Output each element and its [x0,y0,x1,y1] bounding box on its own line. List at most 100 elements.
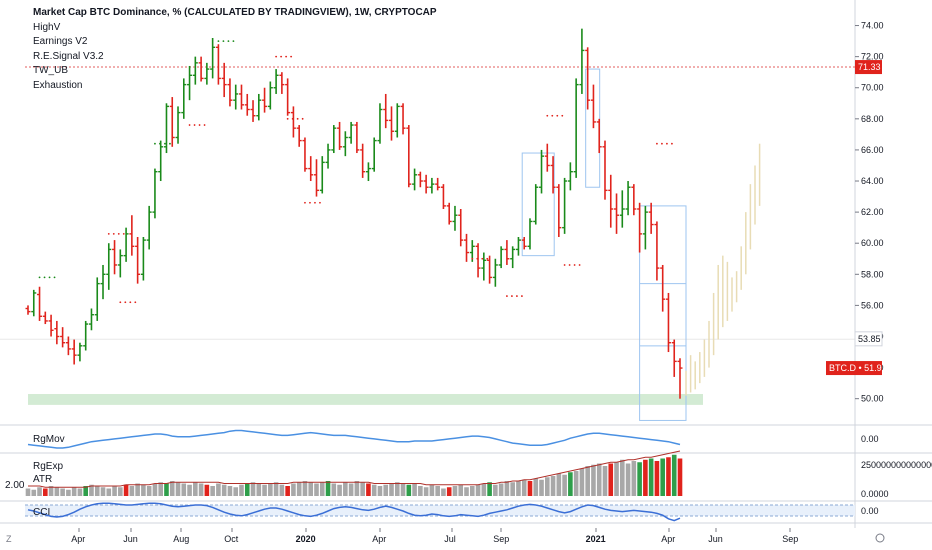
signal-dot [169,142,171,145]
rgexp-bar [527,481,533,496]
rgexp-bar [637,462,642,496]
rgexp-bar [418,486,423,496]
ohlc-bar [608,174,614,228]
legend-indicator-twub[interactable]: TW_UB [33,65,68,76]
rgexp-bar [325,481,331,496]
rgexp-bar [204,484,210,496]
time-tick-label: Apr [661,534,675,544]
rgexp-bar [106,488,112,496]
time-tick-label: Jun [708,534,723,544]
ohlc-bar [262,87,268,113]
ohlc-bar [227,78,233,107]
time-tick-label: Apr [372,534,386,544]
ohlc-bar [475,243,481,278]
rgexp-bar [521,479,527,496]
atr-line [28,450,681,488]
ohlc-bar [544,143,550,172]
legend-indicator-exhaustion[interactable]: Exhaustion [33,79,83,91]
ohlc-bar [365,162,371,182]
resistance-marker-bg [855,60,882,75]
rgexp-bar [314,483,319,496]
price-tick-label: 66.00 [861,145,884,155]
cci-band [25,505,855,516]
signal-dot [506,295,508,297]
ohlc-bar [325,143,331,169]
rgexp-bar [625,463,631,496]
ohlc-bar [515,236,521,256]
signal-dot [521,295,523,297]
rgexp-bar [158,482,164,496]
zoom-icon: Z [6,534,12,544]
time-tick-label: Sep [782,534,798,544]
ohlc-bar [48,314,54,337]
signal-dot [198,124,201,126]
signal-dot [546,114,549,117]
ohlc-bar [204,62,210,85]
signal-dot [112,232,115,235]
ohlc-bar [360,143,366,178]
support-marker: 53.85 [858,334,881,344]
rgexp-bar [504,481,510,496]
rgexp-bar [516,481,521,496]
ohlc-bar [181,78,187,119]
rgexp-bar [146,486,152,496]
ohlc-bar [60,327,66,348]
signal-dot [48,276,51,279]
time-tick-label: Jul [444,534,456,544]
ohlc-bar [135,236,141,284]
rgexp-bar [550,476,556,496]
price-tick-label: 62.00 [861,207,884,217]
rgmov-line [27,429,681,449]
rgexp-bar [164,483,169,496]
ohlc-bar [504,240,510,265]
rgexp-bar [43,488,48,496]
legend-indicator-resignal[interactable]: R.E.Signal V3.2 [33,50,104,62]
atr-left-value: 2.00 [5,480,25,491]
signal-dot [563,264,566,266]
ohlc-bar [567,162,573,191]
signal-dot [38,276,41,279]
ohlc-bar [54,320,60,345]
ohlc-bar [158,140,164,182]
ohlc-bar [123,227,129,262]
rgexp-bar [31,489,37,496]
rgexp-bar [631,461,637,496]
rgexp-bar [400,483,406,496]
rgexp-bar [608,463,614,496]
ohlc-bar [42,311,48,325]
current-price-marker-bg [826,361,882,376]
ohlc-bar [187,65,193,101]
ohlc-bar [71,339,77,365]
rgexp-bar [100,487,106,496]
signal-dot [53,276,56,279]
ohlc-bar [302,137,308,172]
rgexp-bar [539,479,544,496]
time-tick-label: 2020 [296,534,316,544]
rgexp-bar [319,482,325,496]
ohlc-bar [579,28,585,94]
rgexp-bar [83,486,88,496]
rgexp-bar [660,458,665,496]
legend-indicator-highv[interactable]: HighV [33,21,61,33]
rgexp-bar [135,483,140,496]
legend-indicator-earnings[interactable]: Earnings V2 [33,36,88,47]
rgexp-bar [648,458,654,496]
ohlc-bar [215,44,221,85]
rgexp-bar [435,486,440,496]
settings-gear-icon[interactable] [875,533,885,543]
rgexp-bar [71,487,77,496]
rgexp-bar [383,484,389,496]
rgexp-bar [66,489,71,496]
rgexp-bar [343,482,348,496]
rgexp-bar [389,483,394,496]
ohlc-bar [337,121,343,150]
signal-dot [164,142,166,145]
signal-dot [481,257,484,260]
price-tick-label: 74.00 [861,21,884,31]
signal-dot [232,40,235,42]
rgexp-bar [469,486,475,496]
rgexp-bar [573,471,579,496]
rgexp-bar [187,484,192,496]
current-price-marker: BTC.D • 51.97 [829,363,887,373]
